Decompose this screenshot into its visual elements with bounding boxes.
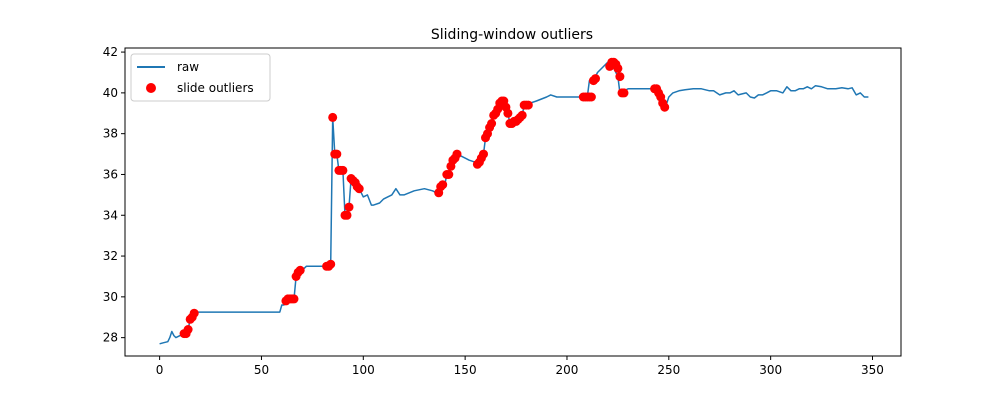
y-tick-label: 40: [103, 86, 118, 100]
y-tick-label: 38: [103, 127, 118, 141]
outlier-point: [354, 184, 364, 194]
outlier-point: [289, 294, 299, 304]
y-tick-label: 30: [103, 290, 118, 304]
outlier-point: [660, 102, 670, 112]
outlier-point: [438, 180, 448, 190]
y-tick-label: 34: [103, 208, 118, 222]
outlier-point: [326, 259, 336, 269]
x-tick-label: 100: [352, 363, 375, 377]
outlier-point: [328, 112, 338, 122]
outlier-point: [517, 110, 527, 120]
outlier-point: [613, 63, 623, 73]
outlier-point: [479, 149, 488, 159]
outlier-point: [444, 170, 454, 179]
y-tick-label: 42: [103, 45, 118, 59]
outlier-point: [615, 72, 625, 82]
x-tick-label: 0: [156, 363, 164, 377]
x-tick-label: 350: [861, 363, 884, 377]
outlier-point: [342, 210, 352, 220]
outlier-point: [503, 108, 513, 118]
outlier-point: [332, 149, 342, 159]
legend-raw-label: raw: [177, 60, 199, 74]
outlier-point: [344, 202, 354, 212]
outlier-point: [619, 88, 629, 98]
outlier-point: [586, 92, 596, 102]
x-tick-label: 150: [454, 363, 477, 377]
outlier-point: [452, 149, 462, 159]
outlier-point: [523, 100, 533, 110]
legend-outlier-label: slide outliers: [177, 81, 254, 95]
legend: raw slide outliers: [130, 53, 271, 102]
y-tick-label: 28: [103, 331, 118, 345]
outlier-point: [189, 308, 199, 318]
outlier-point: [338, 165, 348, 175]
legend-box: [130, 53, 271, 102]
chart-title: Sliding-window outliers: [431, 27, 593, 43]
y-tick-label: 36: [103, 167, 118, 181]
legend-outlier-swatch: [146, 83, 156, 93]
outlier-point: [295, 265, 305, 275]
outlier-point: [591, 74, 600, 84]
y-axis: 28 30 32 34 36 38 40 42: [103, 45, 125, 345]
y-tick-label: 32: [103, 249, 118, 263]
plot-area: [159, 57, 869, 345]
axes-frame: [124, 47, 902, 357]
outlier-point: [487, 119, 497, 128]
x-tick-label: 250: [657, 363, 680, 377]
outlier-point: [183, 325, 193, 334]
x-axis: 0 50 100 150 200 250 300 350: [156, 356, 884, 377]
x-tick-label: 300: [759, 363, 782, 377]
x-tick-label: 50: [254, 363, 269, 377]
x-tick-label: 200: [556, 363, 579, 377]
